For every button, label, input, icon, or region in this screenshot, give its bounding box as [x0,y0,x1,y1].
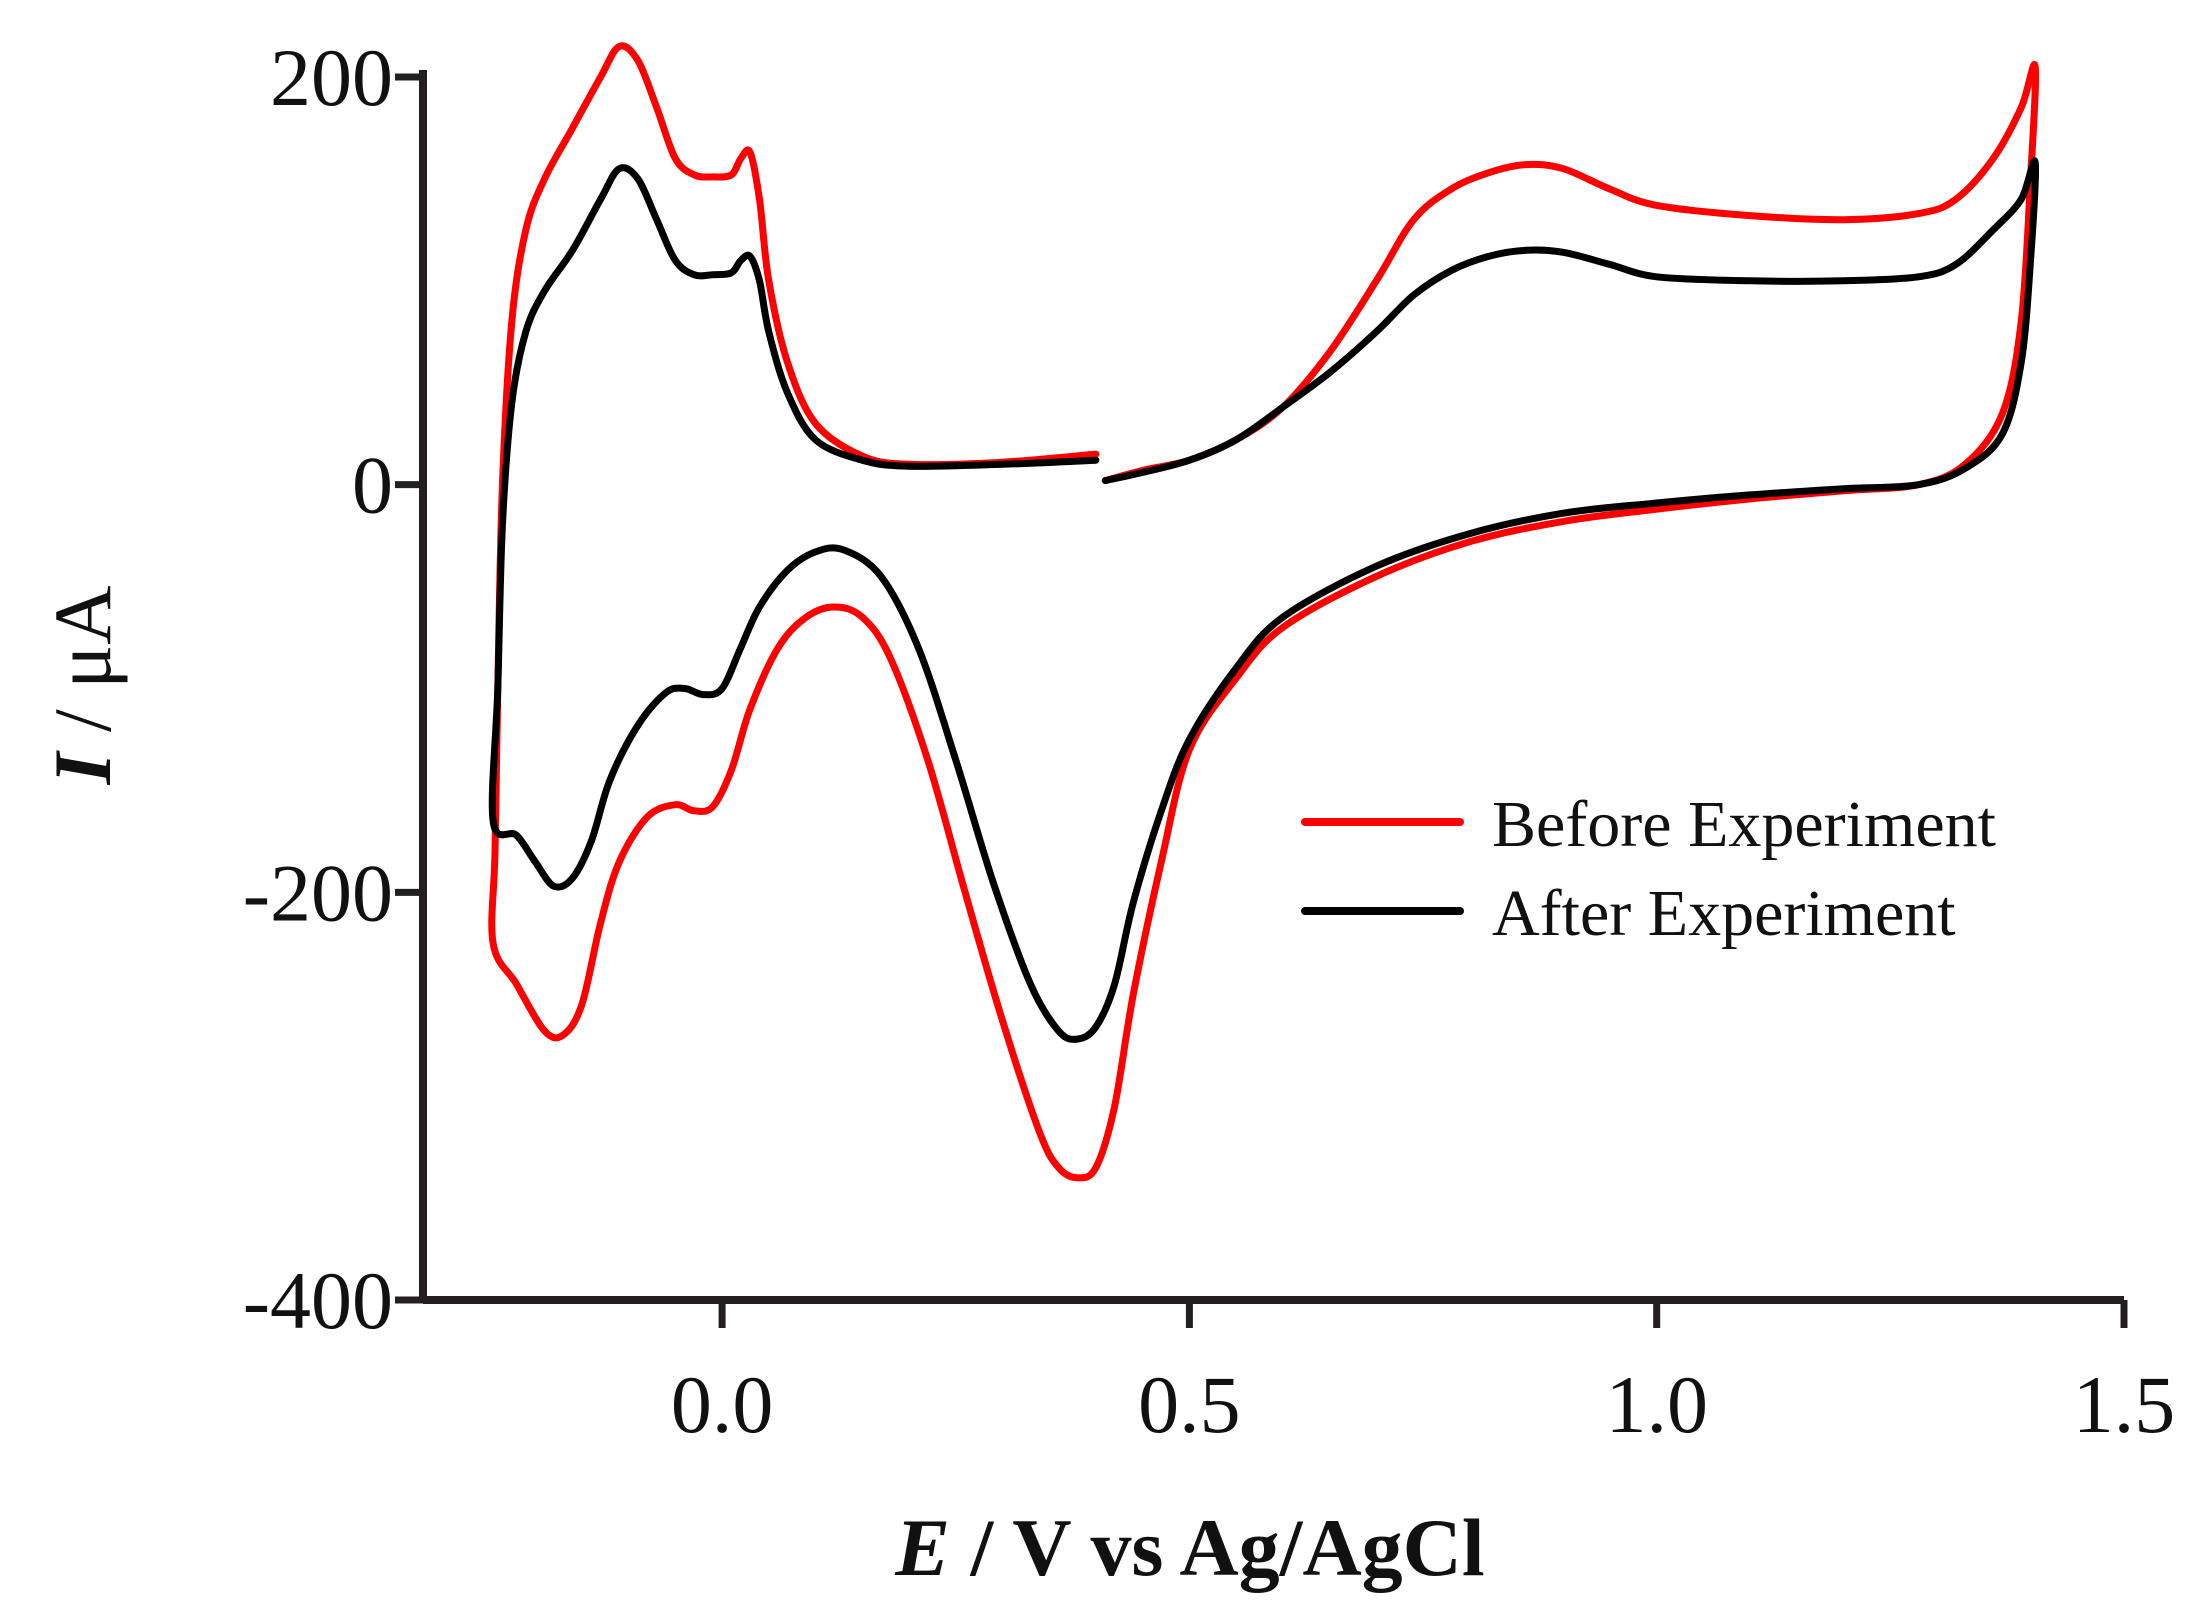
series-line-after [488,157,2040,1043]
y-axis-title: I / μA [37,586,128,786]
x-axis-title-rest: / V vs Ag/AgCl [950,1502,1485,1593]
x-axis-title-italic: E [894,1502,950,1593]
x-axis-title: E / V vs Ag/AgCl [894,1502,1484,1593]
x-tick-label: 0.5 [1138,1359,1241,1450]
legend-label-before: Before Experiment [1492,788,1996,861]
y-tick-label: 200 [270,32,393,123]
series-layer [488,42,2040,1182]
y-axis-title-italic: I [37,749,128,785]
y-tick-label: -400 [243,1255,393,1346]
y-tick-label: -200 [243,847,393,938]
legend: Before Experiment After Experiment [1301,788,1996,950]
x-tick-label: 1.5 [2073,1359,2176,1450]
y-tick-label: 0 [352,440,393,531]
x-tick-label: 0.0 [671,1359,774,1450]
x-tick-label: 1.0 [1605,1359,1708,1450]
legend-label-after: After Experiment [1492,877,1956,950]
y-axis-title-rest: / μA [37,586,128,753]
series-line-before [488,42,2040,1182]
tick-layer: 0.0 0.5 1.0 1.5 200 0 -200 -400 [243,32,2176,1450]
